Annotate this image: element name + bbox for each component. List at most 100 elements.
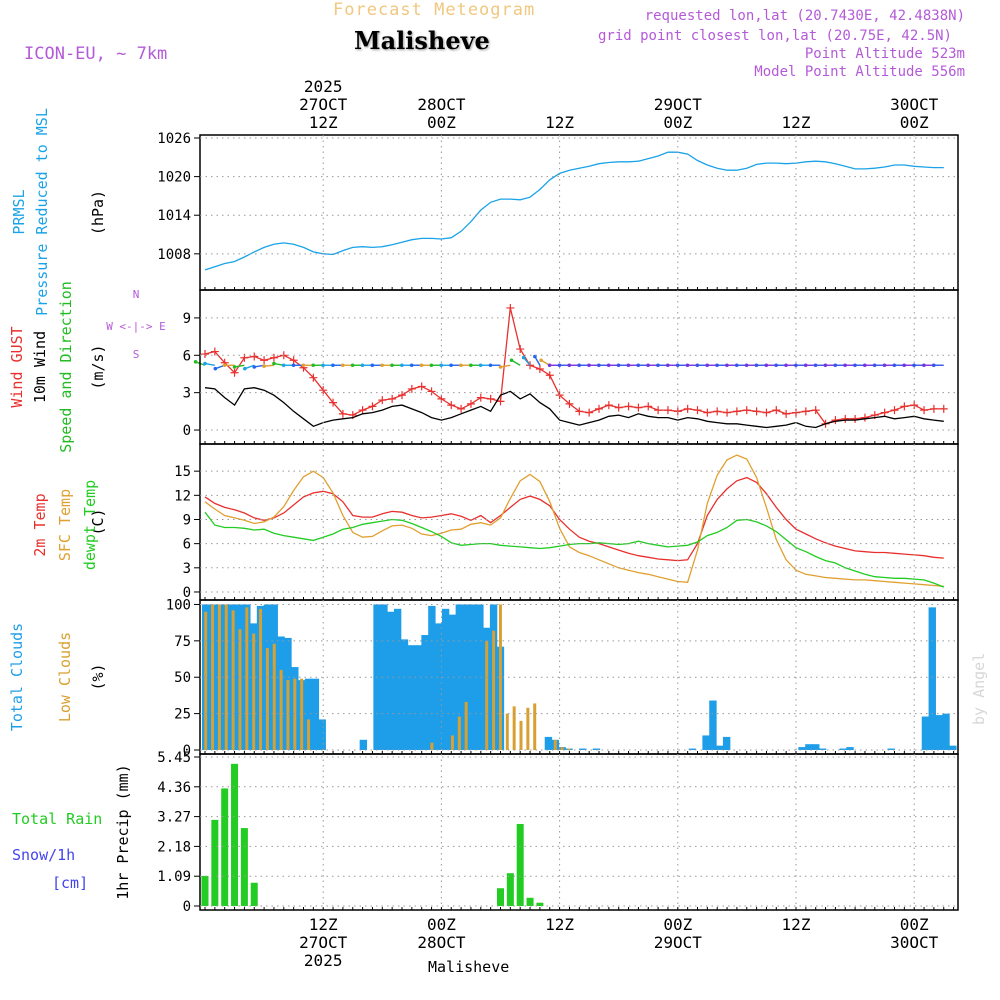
wind-direction-arrowhead	[754, 363, 759, 368]
gust-point-marker	[575, 407, 584, 416]
gust-point-marker	[880, 408, 889, 417]
total-cloud-bar	[380, 604, 388, 750]
wind-direction-arrowhead	[429, 363, 434, 368]
gridpoint-coords: grid point closest lon,lat (20.75E, 42.5…	[597, 28, 952, 44]
rain-bar	[221, 788, 229, 906]
low-cloud-bar	[307, 719, 311, 750]
total-cloud-bar	[839, 748, 847, 750]
product-title: Forecast Meteogram	[333, 0, 536, 20]
gust-point-marker	[900, 402, 909, 411]
gust-point-marker	[210, 347, 219, 356]
wind-direction-arrowhead	[853, 363, 857, 368]
wind-direction-arrowhead	[597, 363, 601, 368]
rain-bar	[516, 823, 524, 906]
precip-ytick-label: 5.45	[157, 750, 191, 766]
bottom-time-label: 28OCT	[417, 933, 466, 952]
wind-direction-arrowhead	[587, 363, 591, 368]
low-cloud-bar	[560, 747, 564, 750]
wind-direction-arrowhead	[656, 363, 660, 368]
temperature-series-2m-temp	[204, 476, 944, 562]
gust-point-marker	[703, 408, 712, 417]
wind-direction-arrowhead	[439, 363, 444, 368]
wind-direction-arrowhead	[567, 363, 572, 368]
wind-direction-arrowhead	[744, 363, 749, 368]
clouds-ytick-label: 50	[174, 670, 191, 686]
gust-point-marker	[329, 398, 338, 407]
temperature-ytick-label: 3	[183, 561, 191, 577]
gust-point-marker	[535, 364, 544, 373]
temperature-ytick-label: 6	[183, 537, 191, 553]
bottom-time-label: 00Z	[900, 915, 929, 934]
wind-series-wind-gust	[204, 307, 944, 425]
total-cloud-bar	[592, 748, 601, 750]
low-cloud-bar	[279, 669, 283, 750]
wind-direction-arrowhead	[321, 363, 325, 368]
gust-point-marker	[565, 399, 574, 408]
total-cloud-bar	[887, 748, 895, 750]
low-cloud-bar	[492, 630, 496, 750]
total-cloud-bar	[359, 739, 368, 750]
low-cloud-bar	[231, 610, 235, 750]
low-cloud-bar	[204, 611, 208, 750]
bottom-time-label: 2025	[304, 951, 343, 970]
bottom-time-label: 12Z	[545, 915, 574, 934]
wind-direction-arrowhead	[340, 363, 345, 368]
rain-bar	[536, 902, 544, 906]
wind-direction-arrowhead	[281, 363, 286, 368]
low-cloud-bar	[512, 706, 516, 750]
wind-direction-arrowhead	[725, 363, 729, 368]
gust-point-marker	[427, 387, 436, 396]
wind-direction-arrowhead	[695, 363, 700, 368]
clouds-ylabel: (%)	[89, 663, 107, 690]
wind-direction-arrowhead	[252, 365, 257, 369]
total-cloud-bar	[435, 623, 443, 750]
wind-direction-arrowhead	[715, 363, 719, 368]
pressure-ylabel: (hPa)	[89, 190, 107, 235]
total-cloud-bar	[688, 748, 697, 750]
wind-direction-arrowhead	[823, 363, 828, 368]
total-cloud-bar	[716, 745, 724, 750]
gust-point-marker	[831, 416, 840, 425]
wind-direction-arrowhead	[193, 360, 198, 364]
low-cloud-bar	[259, 608, 263, 750]
wind-ytick-label: 6	[183, 348, 191, 364]
temperature-frame	[199, 443, 959, 601]
total-cloud-bar	[579, 748, 587, 750]
gust-point-marker	[663, 406, 672, 415]
temp-title-3: dewpt Temp	[81, 480, 99, 570]
low-cloud-bar	[217, 604, 221, 750]
gust-point-marker	[398, 391, 406, 400]
gust-point-marker	[309, 373, 318, 382]
wind-direction-arrowhead	[774, 363, 778, 368]
wind-direction-arrowhead	[311, 363, 316, 368]
wind-direction-arrowhead	[547, 363, 552, 368]
bottom-time-label: 12Z	[782, 915, 811, 934]
gust-point-marker	[860, 413, 869, 422]
gust-point-marker	[851, 414, 860, 423]
gust-point-marker	[417, 382, 426, 391]
gust-point-marker	[713, 407, 722, 416]
pressure-title-1: PRMSL	[10, 189, 28, 234]
gust-point-marker	[338, 409, 347, 418]
wind-direction-arrowhead	[813, 363, 818, 368]
gust-point-marker	[732, 407, 741, 416]
wind-direction-arrowhead	[577, 363, 581, 368]
gust-point-marker	[910, 401, 919, 410]
wind-direction-arrowhead	[203, 361, 207, 366]
gust-point-marker	[476, 393, 485, 402]
pressure-ytick-label: 1020	[157, 170, 191, 186]
gust-point-marker	[496, 397, 505, 406]
total-cloud-bar	[304, 678, 313, 750]
wind-direction-arrowhead	[360, 363, 365, 368]
total-cloud-bar	[949, 745, 957, 750]
pressure-title-2: Pressure Reduced to MSL	[33, 108, 51, 316]
wind-direction-arrowhead	[301, 363, 306, 368]
gust-point-marker	[230, 368, 239, 377]
wind-direction-arrowhead	[685, 363, 690, 368]
top-time-label: 00Z	[900, 113, 929, 132]
total-cloud-bar	[462, 604, 470, 750]
wind-direction-arrowhead	[931, 363, 936, 368]
low-cloud-bar	[272, 643, 276, 750]
wind-direction-arrowhead	[243, 366, 247, 371]
total-cloud-bar	[469, 604, 477, 750]
